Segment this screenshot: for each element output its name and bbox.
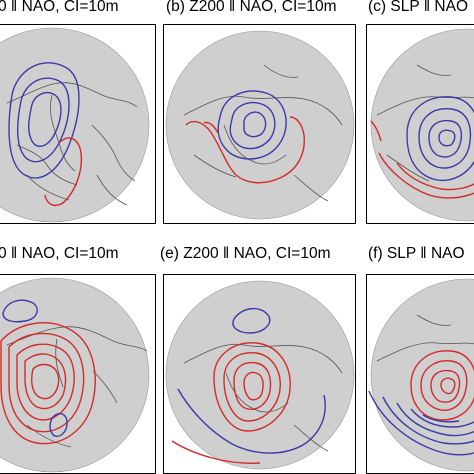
panel-d-map — [0, 274, 156, 474]
panel-a-title: 0 ‖ NAO, CI=10m — [0, 0, 119, 15]
positive-contours — [410, 350, 474, 421]
positive-contours — [185, 116, 305, 184]
globe-disc — [370, 28, 474, 222]
panel-f-map — [366, 274, 474, 474]
panel-c-title: (c) SLP ‖ NAO — [368, 0, 469, 15]
panel-c-map — [366, 24, 474, 224]
coastlines — [376, 314, 474, 362]
negative-contours — [217, 90, 287, 160]
negative-contours — [2, 299, 68, 437]
positive-contours — [44, 137, 83, 206]
positive-contours — [370, 120, 474, 199]
coastlines — [183, 64, 343, 202]
globe-disc — [165, 30, 355, 220]
panel-b-map — [163, 24, 356, 224]
panel-f-title: (f) SLP ‖ NAO — [368, 245, 465, 262]
globe-disc — [0, 27, 150, 223]
panel-b-title: (b) Z200 ‖ NAO, CI=10m — [166, 0, 337, 15]
panel-e-title: (e) Z200 ‖ NAO, CI=10m — [160, 245, 331, 262]
negative-contours — [8, 62, 80, 179]
negative-contours — [368, 390, 474, 456]
panel-e-map — [163, 274, 356, 474]
panel-a-map — [0, 24, 156, 224]
panel-d-title: 0 ‖ NAO, CI=10m — [0, 245, 119, 262]
positive-contours — [0, 322, 96, 445]
negative-contours — [406, 96, 474, 181]
coastlines — [6, 82, 138, 206]
positive-contours — [171, 342, 291, 464]
negative-contours — [177, 308, 326, 454]
